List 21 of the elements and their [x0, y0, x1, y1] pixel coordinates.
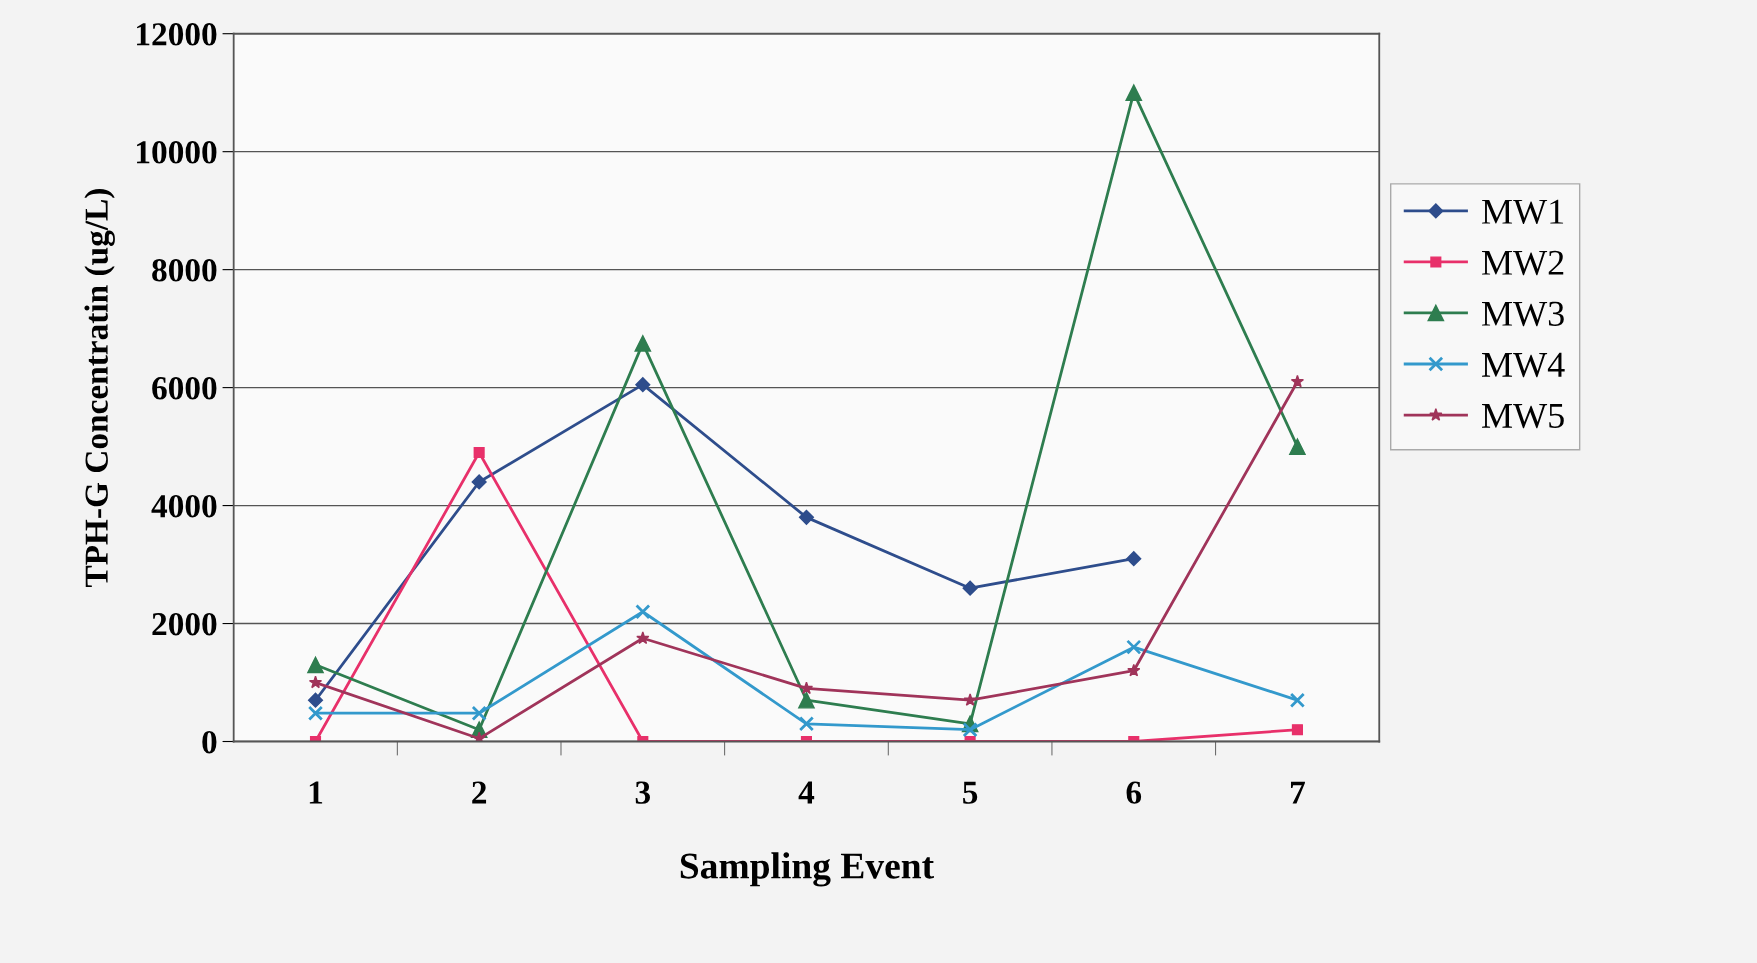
y-tick-label: 12000	[137, 23, 217, 46]
legend-label: MW5	[1482, 404, 1564, 429]
y-tick-label: 10000	[137, 141, 217, 164]
x-axis-title: Sampling Event	[680, 852, 934, 887]
y-axis-title: TPH-G Concentratin (ug/L)	[84, 189, 115, 588]
legend-label: MW1	[1482, 199, 1564, 225]
x-tick-label: 6	[1126, 781, 1142, 804]
y-tick-label: 2000	[152, 612, 217, 636]
x-tick-label: 7	[1290, 781, 1305, 804]
x-tick-label: 3	[635, 781, 650, 804]
x-tick-label: 2	[472, 781, 487, 804]
y-tick-label: 8000	[152, 259, 217, 282]
legend-label: MW3	[1482, 301, 1564, 327]
legend-label: MW4	[1482, 352, 1565, 378]
x-tick-label: 4	[798, 781, 815, 804]
y-tick-label: 6000	[152, 377, 217, 400]
x-tick-label: 1	[309, 781, 323, 804]
legend-label: MW2	[1482, 250, 1564, 276]
x-tick-label: 5	[963, 781, 978, 804]
y-tick-label: 0	[202, 730, 217, 754]
y-tick-label: 4000	[151, 494, 217, 518]
